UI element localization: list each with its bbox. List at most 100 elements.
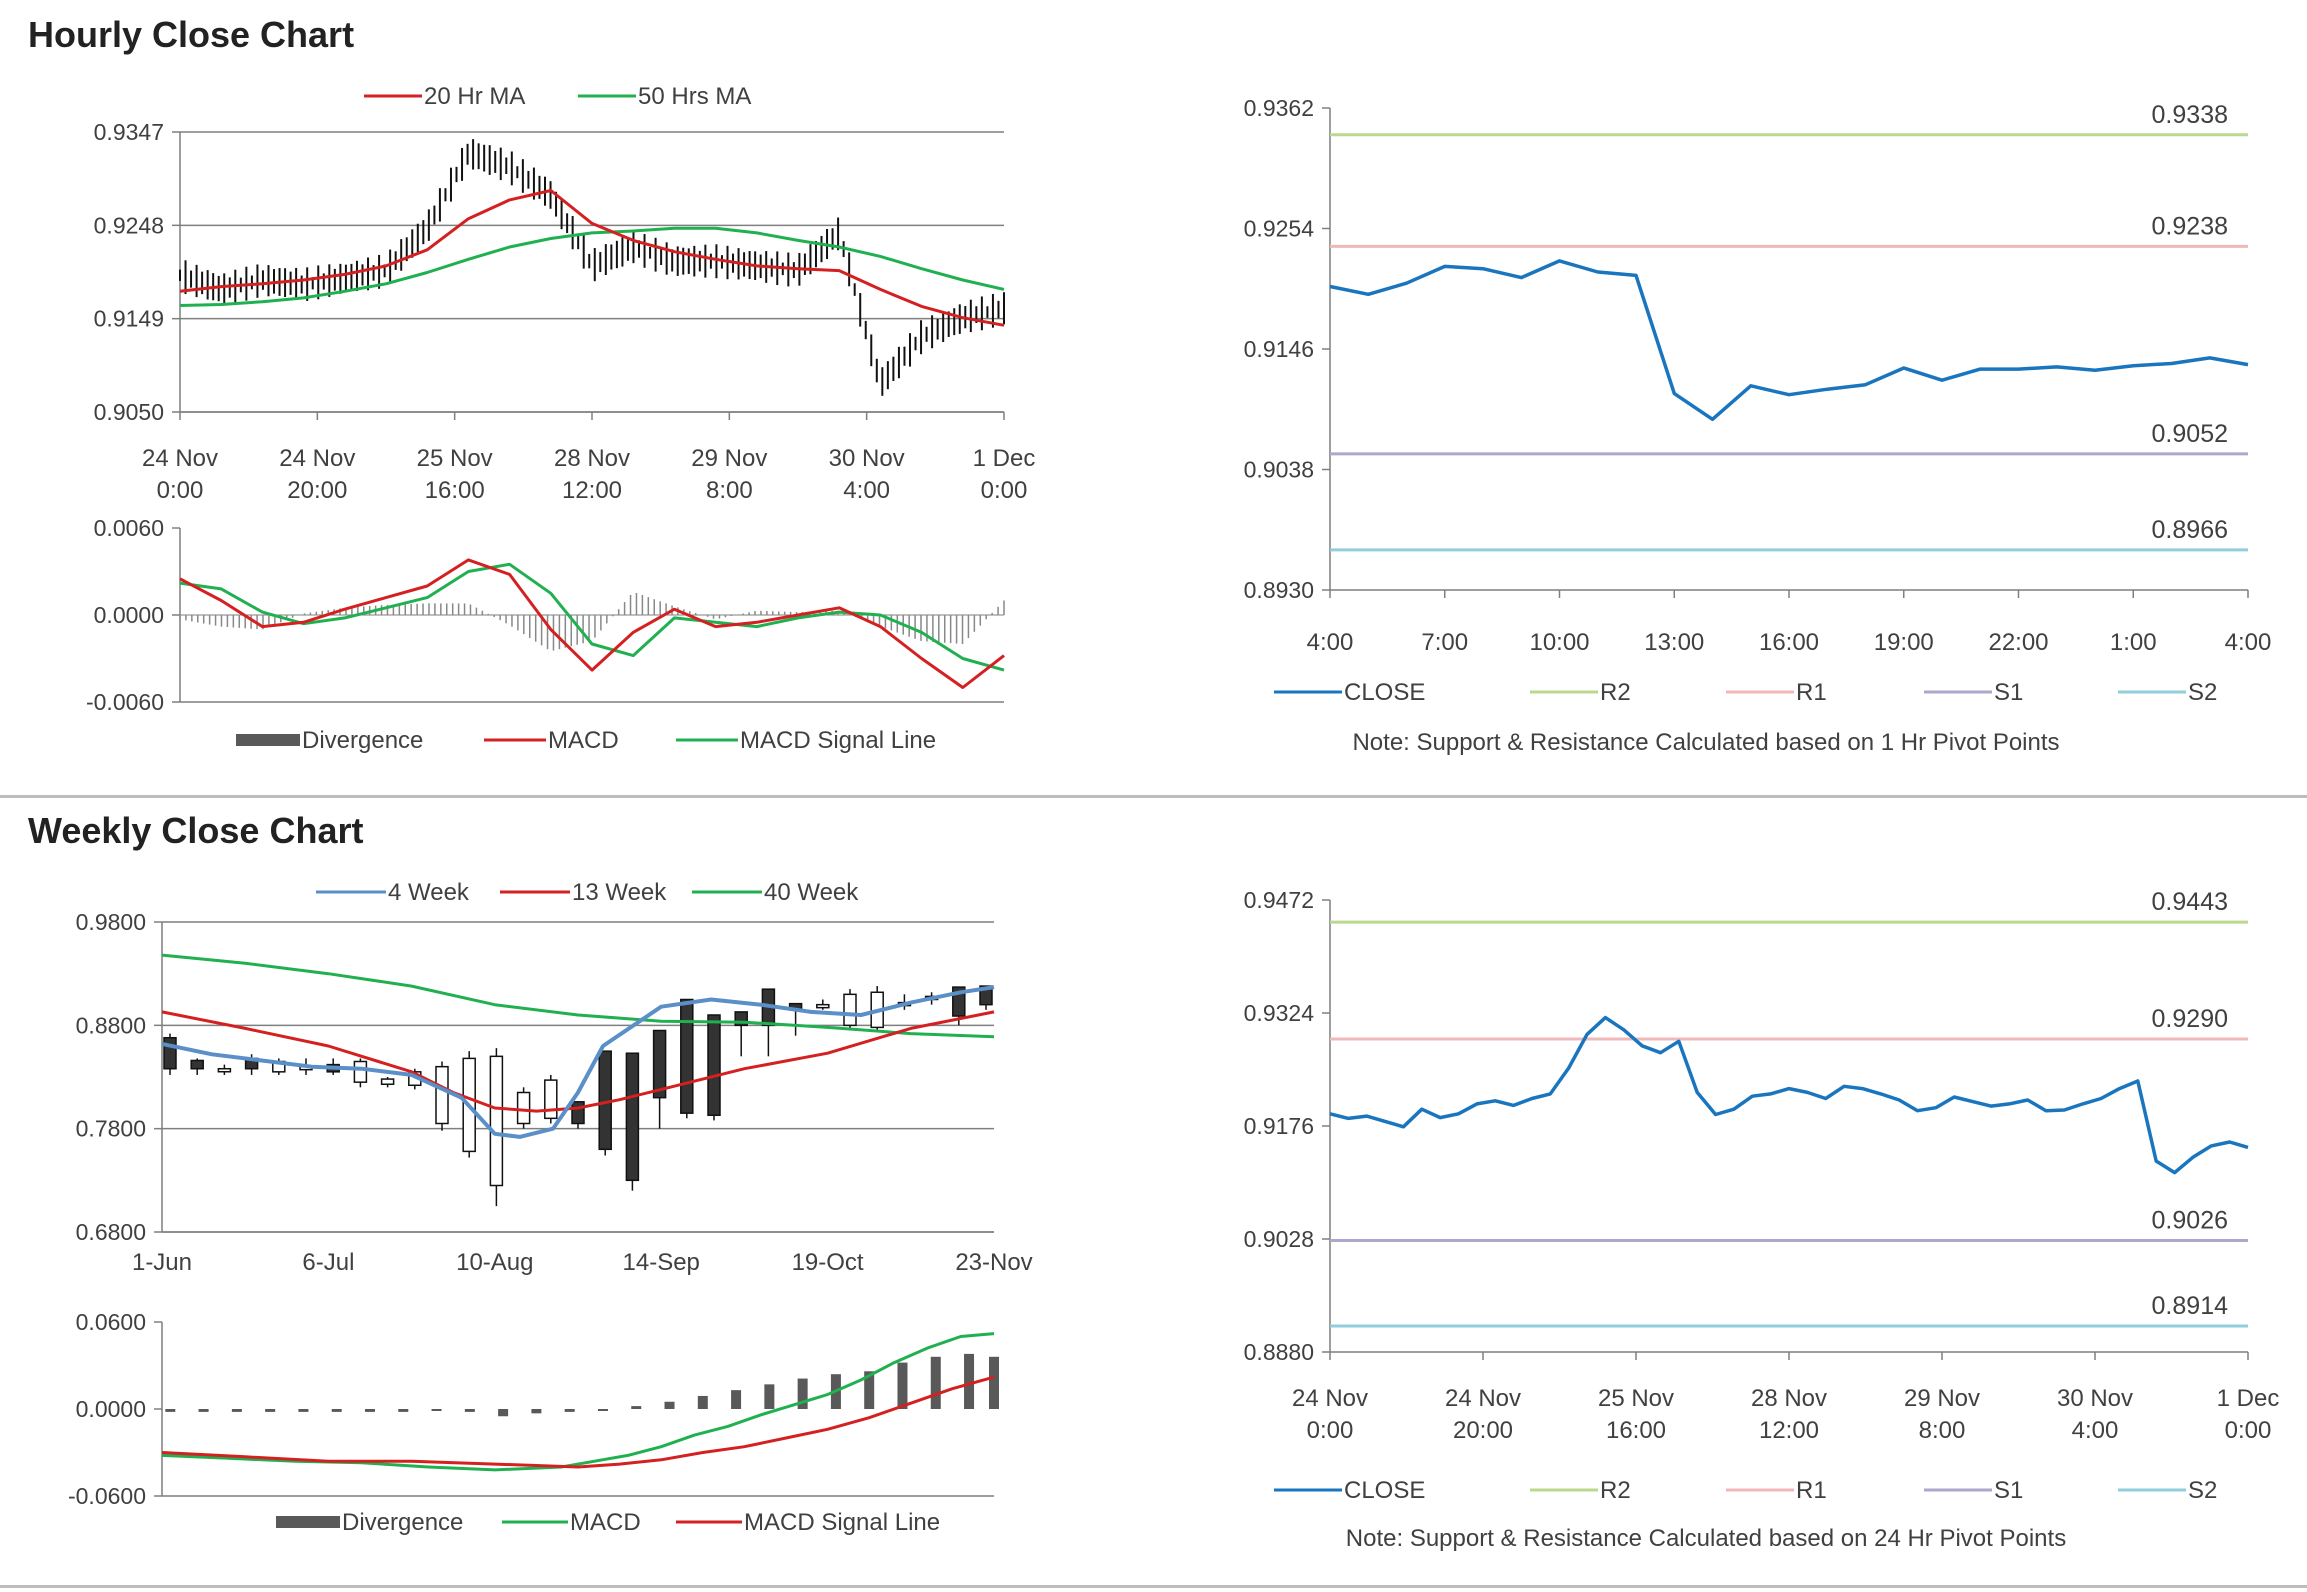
weekly-candle-body [544,1079,558,1120]
hourly-pivot-level-s1-label: 0.9052 [2152,420,2228,448]
weekly-divergence-bar [165,1409,176,1412]
hourly-price-bars [179,139,1005,396]
weekly-divergence-bar [365,1409,375,1412]
hourly-pivot-xtick-label: 19:00 [1874,629,1934,656]
weekly-section-title: Weekly Close Chart [28,810,364,851]
weekly-price-ytick-label: 0.8800 [76,1012,146,1038]
hourly-price-xtick-label: 25 Nov [417,445,493,472]
weekly-candle-body [625,1052,640,1182]
weekly-macd-line [161,1332,995,1472]
weekly-pivot-xlabels: 24 Nov 0:00 24 Nov 20:00 25 Nov 16:00 28 Nov 12… [1292,1352,2279,1444]
weekly-candle-body [380,1078,395,1085]
weekly-price-ytick-label: 0.9800 [76,909,146,935]
weekly-macd-legend-label: MACD [570,1509,641,1536]
hourly-macd-axes: 0.0060 0.0000 -0.0060 [86,515,1004,715]
hourly-pivot-ytick-label: 0.9038 [1244,457,1314,483]
hourly-pivot-axes: 0.9362 0.9254 0.9146 0.9038 0.8930 [1244,95,2248,603]
weekly-pivot-xtick-label: 28 Nov [1751,1385,1827,1412]
hourly-price-xtick-label: 12:00 [562,477,622,504]
weekly-macd-ytick-label: -0.0600 [68,1483,146,1509]
weekly-divergence-bar [198,1409,209,1412]
weekly-divergence-bar [897,1362,908,1409]
hourly-50hr-ma-line [179,226,1005,307]
hourly-macd-legend: Divergence MACD MACD Signal Line [236,727,936,754]
weekly-divergence-bars [165,1353,999,1417]
weekly-pivot-legend-label: S2 [2188,1477,2217,1504]
weekly-pivot-level-s1-label: 0.9026 [2152,1207,2228,1235]
weekly-pivot-xtick-label: 0:00 [1307,1417,1354,1444]
weekly-candle-body [190,1059,204,1070]
weekly-pivot-level-s2-label: 0.8914 [2152,1292,2229,1320]
hourly-price-xtick-label: 20:00 [287,477,347,504]
weekly-price-xlabels: 1-Jun 6-Jul 10-Aug 14-Sep 19-Oct 23-Nov [132,1249,1033,1276]
weekly-pivot-legend: CLOSE R2 R1 S1 S2 [1274,1477,2217,1504]
weekly-price-legend-label: 4 Week [388,879,470,906]
weekly-candle-body [571,1101,585,1125]
weekly-price-legend-label: 40 Week [764,879,859,906]
hourly-pivot-xtick-label: 16:00 [1759,629,1819,656]
hourly-macd-legend-label: MACD [548,727,619,754]
hourly-pivot-legend-label: S2 [2188,679,2217,706]
hourly-price-xtick-label: 0:00 [981,477,1028,504]
weekly-price-xtick-label: 23-Nov [955,1249,1032,1276]
weekly-pivot-xtick-label: 24 Nov [1445,1385,1521,1412]
hourly-macd-signal-line [179,562,1005,672]
weekly-pivot-ytick-label: 0.9176 [1244,1113,1314,1139]
hourly-pivot-note: Note: Support & Resistance Calculated ba… [1352,729,2059,756]
weekly-pivot-xtick-label: 30 Nov [2057,1385,2133,1412]
weekly-divergence-bar [797,1378,808,1409]
hourly-pivot-xlabels: 4:00 7:00 10:00 13:00 16:00 19:00 22:00 1:00 4:0… [1307,590,2271,656]
hourly-pivot-level-s2-label: 0.8966 [2152,516,2228,544]
weekly-pivot-legend-label: CLOSE [1344,1477,1425,1504]
weekly-pivot-xtick-label: 16:00 [1606,1417,1666,1444]
weekly-divergence-bar [498,1409,509,1417]
hourly-price-legend-label: 50 Hrs MA [638,83,751,110]
weekly-pivot-xtick-label: 12:00 [1759,1417,1819,1444]
weekly-13wk-line [161,1010,995,1113]
section-divider [0,795,2307,798]
weekly-pivot-xtick-label: 0:00 [2225,1417,2272,1444]
weekly-candle-body [489,1055,504,1187]
weekly-pivot-xtick-label: 4:00 [2072,1417,2119,1444]
hourly-pivot-xtick-label: 22:00 [1988,629,2048,656]
hourly-price-xtick-label: 29 Nov [691,445,767,472]
weekly-candles [163,985,993,1207]
weekly-pivot-axes: 0.9472 0.9324 0.9176 0.9028 0.8880 [1244,887,2248,1365]
weekly-divergence-bar [431,1409,442,1411]
weekly-divergence-bar [464,1409,475,1412]
hourly-price-xlabels: 24 Nov 0:00 24 Nov 20:00 25 Nov 16:00 28 Nov 12… [142,412,1035,504]
hourly-macd-legend-label: MACD Signal Line [740,727,936,754]
weekly-divergence-bar [989,1356,999,1409]
hourly-price-xtick-label: 8:00 [706,477,753,504]
hourly-price-ytick-label: 0.9248 [94,212,164,238]
weekly-divergence-bar [764,1384,775,1409]
weekly-pivot-level-r2-label: 0.9443 [2152,888,2228,916]
weekly-divergence-bar [398,1409,409,1412]
weekly-divergence-bar [731,1390,742,1409]
weekly-divergence-bar [664,1401,675,1409]
hourly-macd-ytick-label: -0.0060 [86,689,164,715]
hourly-macd-line [179,558,1005,689]
weekly-pivot-legend-label: S1 [1994,1477,2023,1504]
weekly-40wk-line [161,953,995,1039]
weekly-pivot-pivot-levels: 0.9443 0.9290 0.9026 0.8914 [1330,888,2248,1328]
weekly-candle-body [353,1060,368,1083]
weekly-macd-legend-swatch [276,1516,340,1528]
weekly-macd-ytick-label: 0.0600 [76,1309,146,1335]
hourly-price-xtick-label: 4:00 [843,477,890,504]
weekly-pivot-xtick-label: 25 Nov [1598,1385,1674,1412]
hourly-pivot-level-r2-label: 0.9338 [2152,101,2228,129]
hourly-price-xtick-label: 28 Nov [554,445,630,472]
hourly-pivot-xtick-label: 10:00 [1529,629,1589,656]
hourly-pivot-level-r1-label: 0.9238 [2152,212,2228,240]
weekly-pivot-legend-label: R2 [1600,1477,1631,1504]
weekly-price-ytick-label: 0.6800 [76,1219,146,1245]
hourly-price-legend-label: 20 Hr MA [424,83,525,110]
hourly-pivot-xtick-label: 4:00 [1307,629,1354,656]
bottom-divider [0,1585,2307,1588]
weekly-candle-body [680,998,694,1114]
hourly-macd-legend-swatch [236,734,300,746]
hourly-section-title: Hourly Close Chart [28,14,355,55]
weekly-divergence-bar [231,1409,242,1412]
